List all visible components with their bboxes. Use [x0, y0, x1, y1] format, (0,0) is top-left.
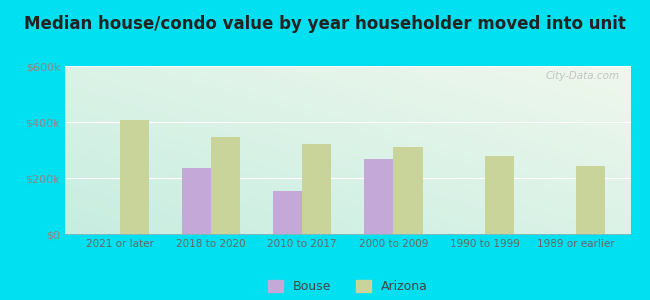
Bar [393, 147, 422, 234]
Text: Median house/condo value by year householder moved into unit: Median house/condo value by year househo… [24, 15, 626, 33]
Bar [484, 156, 514, 234]
Bar [302, 144, 332, 234]
Bar [273, 191, 302, 234]
Bar [211, 136, 240, 234]
Bar [364, 159, 393, 234]
Bar [182, 168, 211, 234]
Bar [120, 120, 149, 234]
Text: City-Data.com: City-Data.com [545, 71, 619, 81]
Legend: Bouse, Arizona: Bouse, Arizona [263, 275, 433, 298]
Bar [576, 166, 605, 234]
